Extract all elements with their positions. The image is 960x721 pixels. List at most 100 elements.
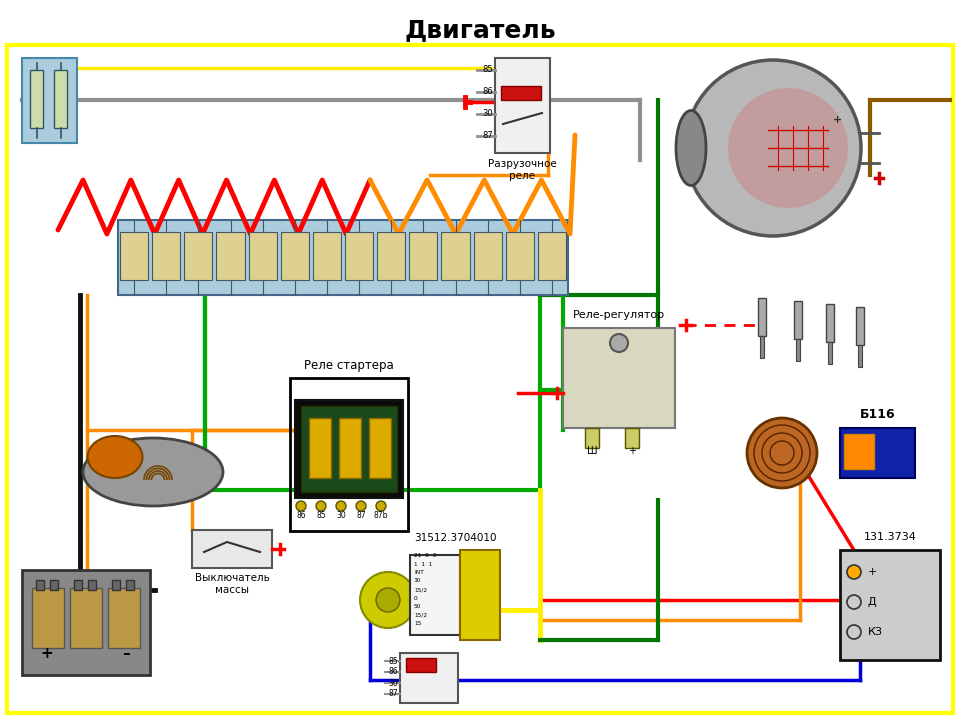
Bar <box>858 345 862 367</box>
Bar <box>538 232 566 280</box>
Text: –: – <box>122 646 130 661</box>
Text: Разрузочное
реле: Разрузочное реле <box>488 159 557 180</box>
Text: 15: 15 <box>414 621 421 626</box>
Text: 21  0  3: 21 0 3 <box>414 553 437 558</box>
Text: 15/2: 15/2 <box>414 613 427 617</box>
Circle shape <box>356 501 366 511</box>
Circle shape <box>847 595 861 609</box>
Circle shape <box>610 334 628 352</box>
Bar <box>313 232 341 280</box>
Bar <box>290 378 408 531</box>
Text: 87b: 87b <box>373 511 388 520</box>
Bar <box>758 298 766 336</box>
Bar <box>339 418 361 478</box>
Bar <box>70 588 102 648</box>
Text: 87: 87 <box>389 689 398 699</box>
Circle shape <box>360 572 416 628</box>
Bar <box>473 232 502 280</box>
Bar <box>840 428 915 478</box>
Text: +: + <box>40 646 53 661</box>
Bar <box>36 580 44 590</box>
Ellipse shape <box>676 110 706 185</box>
Text: 87: 87 <box>482 131 493 141</box>
Text: 0: 0 <box>414 596 418 601</box>
Bar <box>400 653 458 703</box>
Text: 30: 30 <box>482 110 493 118</box>
Text: 1  1  1: 1 1 1 <box>414 562 432 567</box>
Bar <box>856 307 864 345</box>
Text: Двигатель: Двигатель <box>404 18 556 42</box>
Text: Ш: Ш <box>587 446 597 456</box>
Text: +: + <box>868 567 877 577</box>
Bar <box>108 588 140 648</box>
Text: 85: 85 <box>389 657 398 665</box>
Bar <box>152 232 180 280</box>
Ellipse shape <box>87 436 142 478</box>
Bar <box>280 232 309 280</box>
Bar <box>88 580 96 590</box>
Bar <box>495 58 550 153</box>
Text: 85: 85 <box>316 511 325 520</box>
Text: 85: 85 <box>482 66 493 74</box>
Circle shape <box>685 60 861 236</box>
Circle shape <box>376 501 386 511</box>
Circle shape <box>296 501 306 511</box>
Bar <box>844 434 874 469</box>
Bar <box>501 86 541 100</box>
Bar <box>54 70 67 128</box>
Text: КЗ: КЗ <box>868 627 883 637</box>
Bar <box>301 406 397 492</box>
Bar <box>22 58 77 143</box>
Bar <box>442 232 469 280</box>
Bar <box>625 428 639 448</box>
Bar <box>828 342 832 364</box>
Bar <box>369 418 391 478</box>
Bar <box>409 232 438 280</box>
Text: Реле стартера: Реле стартера <box>304 359 394 372</box>
Text: 131.3734: 131.3734 <box>864 532 917 542</box>
Text: Д: Д <box>868 597 876 607</box>
Bar <box>309 418 331 478</box>
Circle shape <box>847 625 861 639</box>
Circle shape <box>376 588 400 612</box>
Bar <box>112 580 120 590</box>
Bar <box>22 570 150 675</box>
Bar <box>826 304 834 342</box>
Bar <box>249 232 276 280</box>
Text: Реле-регулятор: Реле-регулятор <box>573 310 665 320</box>
Text: INT: INT <box>414 570 423 575</box>
Bar <box>126 580 134 590</box>
Text: 30: 30 <box>414 578 421 583</box>
Bar <box>460 550 500 640</box>
Text: 86: 86 <box>297 511 306 520</box>
Circle shape <box>747 418 817 488</box>
Bar <box>30 70 43 128</box>
Text: 87: 87 <box>356 511 366 520</box>
Text: Б116: Б116 <box>860 408 896 421</box>
Circle shape <box>336 501 346 511</box>
Bar <box>74 580 82 590</box>
Bar <box>796 339 800 361</box>
Ellipse shape <box>83 438 223 506</box>
Text: 86: 86 <box>482 87 493 97</box>
Bar <box>216 232 245 280</box>
Bar <box>585 428 599 448</box>
Text: +: + <box>833 115 842 125</box>
Bar <box>406 658 436 672</box>
Bar <box>506 232 534 280</box>
Bar <box>760 336 764 358</box>
Bar <box>184 232 212 280</box>
Circle shape <box>728 88 848 208</box>
Bar <box>840 550 940 660</box>
Bar <box>32 588 64 648</box>
Bar <box>410 555 460 635</box>
Text: 86: 86 <box>389 668 398 676</box>
Bar <box>192 530 272 568</box>
Text: 30: 30 <box>388 678 398 688</box>
Text: 15/2: 15/2 <box>414 587 427 592</box>
Text: Выключатель
массы: Выключатель массы <box>195 573 270 595</box>
Bar <box>345 232 373 280</box>
Bar <box>377 232 405 280</box>
Bar <box>50 580 58 590</box>
Text: +: + <box>628 446 636 456</box>
